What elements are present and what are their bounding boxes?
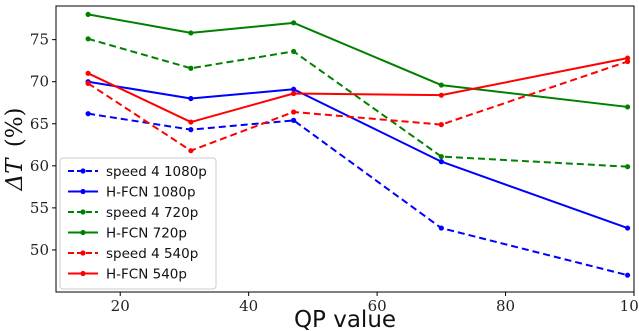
y-tick-label: 65 xyxy=(30,115,49,133)
legend-box xyxy=(59,157,217,290)
series-line-3 xyxy=(87,37,628,168)
x-tick-label: 80 xyxy=(496,297,515,315)
plot-frame xyxy=(55,5,635,293)
legend-marker xyxy=(80,209,86,215)
data-point xyxy=(291,90,297,97)
data-point xyxy=(85,36,91,42)
y-axis-label: ΔT (%) xyxy=(2,107,28,191)
data-point xyxy=(624,272,631,278)
legend-marker xyxy=(80,168,86,174)
legend-label: H-FCN 540p xyxy=(106,267,187,283)
data-point xyxy=(438,122,444,128)
x-tick-label: 40 xyxy=(239,297,258,315)
data-point xyxy=(85,111,91,117)
y-tick-label: 50 xyxy=(30,241,49,259)
legend-marker xyxy=(80,188,86,195)
data-point xyxy=(624,164,631,170)
series-line-6 xyxy=(87,57,628,124)
data-point xyxy=(291,109,297,115)
y-tick-label: 60 xyxy=(30,157,49,175)
data-point xyxy=(188,95,194,102)
legend-label: speed 4 720p xyxy=(106,205,198,221)
legend-marker xyxy=(80,250,86,256)
data-point xyxy=(624,55,631,61)
legend-label: H-FCN 720p xyxy=(106,226,187,242)
data-point xyxy=(188,148,194,154)
legend-label: speed 4 540p xyxy=(106,246,198,262)
legend-marker xyxy=(80,229,86,236)
plot-area xyxy=(85,11,631,278)
data-point xyxy=(188,30,194,36)
legend-marker xyxy=(80,270,86,277)
legend-label: speed 4 1080p xyxy=(106,164,207,180)
data-point xyxy=(291,117,297,123)
data-point xyxy=(438,159,444,165)
y-tick-label: 70 xyxy=(30,73,49,91)
data-point xyxy=(188,127,194,133)
x-tick-label: 100 xyxy=(620,297,639,315)
data-point xyxy=(85,80,91,86)
y-axis-label-unit: (%) xyxy=(2,107,28,147)
y-tick-label: 55 xyxy=(30,199,49,217)
y-axis-label-symbol: ΔT xyxy=(2,157,28,192)
x-axis-label: QP value xyxy=(294,307,396,331)
data-point xyxy=(438,82,444,88)
data-point xyxy=(438,92,444,98)
data-point xyxy=(624,225,631,231)
data-point xyxy=(624,104,631,110)
legend: speed 4 1080p H-FCN 1080p speed 4 720p H-FC… xyxy=(59,157,217,290)
data-point xyxy=(291,48,297,55)
series-line-4 xyxy=(87,13,628,108)
x-tick-label: 20 xyxy=(111,297,130,315)
data-point xyxy=(438,153,444,160)
series-line-1 xyxy=(87,112,628,277)
data-point xyxy=(188,119,194,125)
x-tick-label: 60 xyxy=(368,297,387,315)
data-point xyxy=(291,20,297,26)
legend-label: H-FCN 1080p xyxy=(106,185,196,201)
data-point xyxy=(85,70,91,76)
data-point xyxy=(291,86,297,92)
data-point xyxy=(188,65,194,71)
data-point xyxy=(438,225,444,231)
axes: 20 40 60 80 100 50 55 60 65 70 75 xyxy=(30,5,639,315)
data-point xyxy=(85,11,91,18)
y-tick-label: 75 xyxy=(30,31,49,49)
